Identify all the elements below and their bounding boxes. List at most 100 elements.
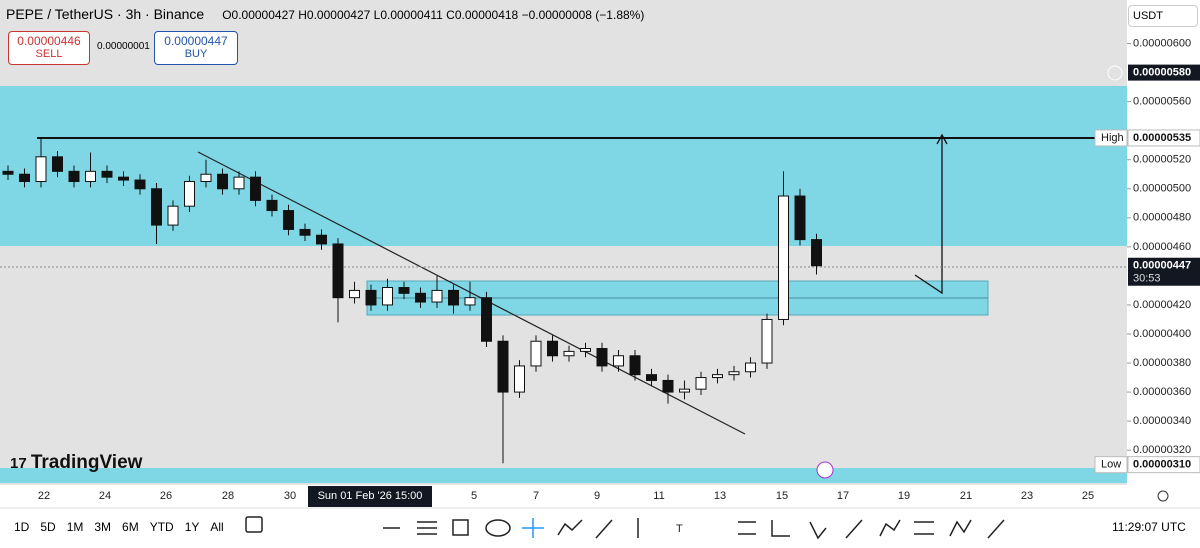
tag-box — [1094, 456, 1128, 474]
x-tick-label: 13 — [714, 490, 726, 502]
x-tick-label: 5 — [471, 490, 477, 502]
icon[interactable] — [452, 519, 469, 536]
logo-text: TradingView — [30, 452, 143, 473]
icon[interactable] — [557, 519, 583, 536]
candle-body — [134, 179, 146, 190]
arrow-head — [936, 133, 948, 145]
icon[interactable] — [987, 519, 1005, 539]
candle-body — [233, 176, 245, 190]
y-tick-label: 0.00000500 — [1133, 183, 1191, 195]
icon[interactable] — [595, 519, 613, 539]
candle-body — [629, 355, 641, 376]
range-button[interactable]: 1M — [66, 520, 84, 534]
icon[interactable] — [245, 516, 263, 533]
range-button[interactable]: 1D — [14, 520, 30, 534]
price-label: 0.00000310 — [1133, 459, 1191, 471]
time-axis-bg — [0, 485, 1200, 508]
candle-body — [596, 348, 608, 367]
plus-icon[interactable] — [1107, 65, 1123, 81]
candle-body — [349, 289, 360, 299]
candle-body — [613, 355, 624, 367]
x-tick-label: 30 — [284, 490, 296, 502]
icon[interactable] — [949, 519, 972, 537]
price-label: 0.00000447 — [1133, 260, 1191, 272]
crosshair-time-box — [308, 486, 432, 507]
x-tick-label: 11 — [653, 490, 664, 502]
y-tick-label: 0.00000400 — [1133, 328, 1191, 340]
y-tick-label: 0.00000340 — [1133, 415, 1191, 427]
candle-body — [448, 289, 459, 306]
x-tick-label: 22 — [38, 490, 50, 502]
candle-body — [761, 318, 773, 364]
price-label: 0.00000580 — [1133, 67, 1191, 79]
range-bar: 1D 5D 1M 3M 6M YTD 1Y All — [14, 520, 224, 534]
x-tick-label: 26 — [160, 490, 172, 502]
x-tick-label: Sun 01 Feb '26 15:00 — [318, 490, 423, 502]
candle-body — [679, 388, 690, 393]
settings-icon[interactable] — [1157, 490, 1169, 502]
candle-body — [481, 297, 492, 342]
price-axis-bg — [1127, 0, 1200, 485]
candle-body — [68, 170, 80, 183]
candle-body — [35, 156, 47, 183]
candle-body — [514, 365, 525, 393]
range-button[interactable]: All — [210, 520, 224, 534]
candle-body — [151, 188, 162, 226]
range-button[interactable]: YTD — [149, 520, 174, 534]
icon[interactable]: T — [676, 523, 683, 535]
buy-button[interactable]: 0.00000447 BUY — [154, 31, 238, 65]
candle-body — [283, 210, 294, 230]
x-tick-label: 17 — [837, 490, 849, 502]
price-label-box — [1128, 257, 1200, 286]
x-tick-label: 19 — [898, 490, 910, 502]
candle-body — [415, 292, 426, 303]
buy-price: 0.00000447 — [164, 34, 228, 48]
countdown: 30:53 — [1133, 273, 1161, 285]
toolbar-icons: T — [245, 516, 1005, 540]
event-icon[interactable] — [816, 461, 834, 479]
y-tick-label: 0.00000320 — [1133, 444, 1191, 456]
y-tick-label: 0.00000600 — [1133, 37, 1191, 49]
icon[interactable] — [809, 521, 827, 540]
x-tick-label: 28 — [222, 490, 234, 502]
candle-body — [530, 340, 542, 367]
symbol[interactable]: PEPE / TetherUS · 3h · Binance — [6, 6, 205, 22]
price-label-box — [1127, 456, 1200, 474]
x-tick-label: 15 — [776, 490, 788, 502]
candle-body — [365, 289, 377, 306]
candle-body — [266, 199, 278, 212]
price-label-box — [1127, 129, 1200, 147]
y-tick-label: 0.00000360 — [1133, 386, 1191, 398]
icon[interactable] — [485, 519, 511, 537]
candle-body — [646, 374, 657, 381]
spread: 0.00000001 — [97, 41, 150, 52]
icon[interactable] — [879, 519, 901, 537]
currency[interactable]: USDT — [1128, 5, 1198, 27]
candle-body — [250, 176, 261, 201]
range-button[interactable]: 3M — [94, 520, 112, 534]
candle-body — [217, 173, 228, 190]
arrow-path — [914, 136, 943, 295]
candle-body — [580, 348, 591, 352]
candle-body — [794, 195, 806, 241]
tag: Low — [1101, 459, 1121, 471]
candle-body — [398, 287, 410, 294]
candle-body — [101, 170, 113, 178]
range-button[interactable]: 6M — [122, 520, 139, 534]
icon[interactable] — [845, 519, 863, 539]
x-tick-label: 23 — [1021, 490, 1033, 502]
buy-label: BUY — [184, 48, 208, 60]
clock: 11:29:07 UTC — [1112, 520, 1186, 534]
range-button[interactable]: 1Y — [184, 520, 200, 534]
range-button[interactable]: 5D — [40, 520, 56, 534]
sell-button[interactable]: 0.00000446 SELL — [8, 31, 90, 65]
candle-body — [19, 173, 30, 183]
sell-label: SELL — [35, 48, 63, 60]
candle-body — [547, 340, 558, 357]
zone-top — [0, 86, 1127, 246]
candle-body — [662, 379, 674, 393]
y-tick-label: 0.00000460 — [1133, 241, 1191, 253]
icon[interactable] — [771, 520, 790, 537]
candle-body — [382, 287, 393, 306]
